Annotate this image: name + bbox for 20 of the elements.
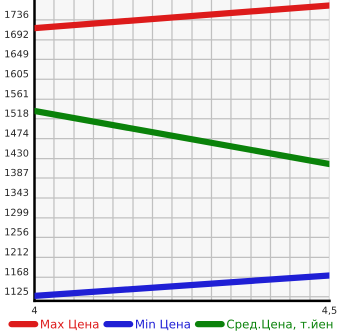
y-tick-label: 1605 <box>5 70 28 78</box>
y-tick-label: 1125 <box>5 288 28 295</box>
y-tick-label: 1692 <box>5 30 28 38</box>
legend-label: Min Цена <box>136 319 190 330</box>
y-tick-label: 1256 <box>5 228 28 236</box>
legend-label: Сред.Цена, т.йен <box>227 319 332 331</box>
y-tick-label: 1561 <box>5 90 28 98</box>
x-tick-label: 4,5 <box>322 306 336 315</box>
y-tick-label: 1343 <box>5 188 28 196</box>
y-tick-label: 1474 <box>5 130 28 137</box>
y-tick-label: 1430 <box>5 149 28 157</box>
y-tick-label: 1387 <box>5 168 28 176</box>
y-tick-label: 1299 <box>5 208 28 216</box>
y-tick-label: 1649 <box>5 50 28 58</box>
y-tick-label: 1736 <box>5 10 28 18</box>
legend-label: Max Цена <box>41 320 98 330</box>
y-tick-label: 1212 <box>5 248 28 256</box>
x-tick-label: 4 <box>32 306 38 314</box>
y-tick-label: 1518 <box>5 109 28 117</box>
y-tick-label: 1168 <box>5 268 28 276</box>
